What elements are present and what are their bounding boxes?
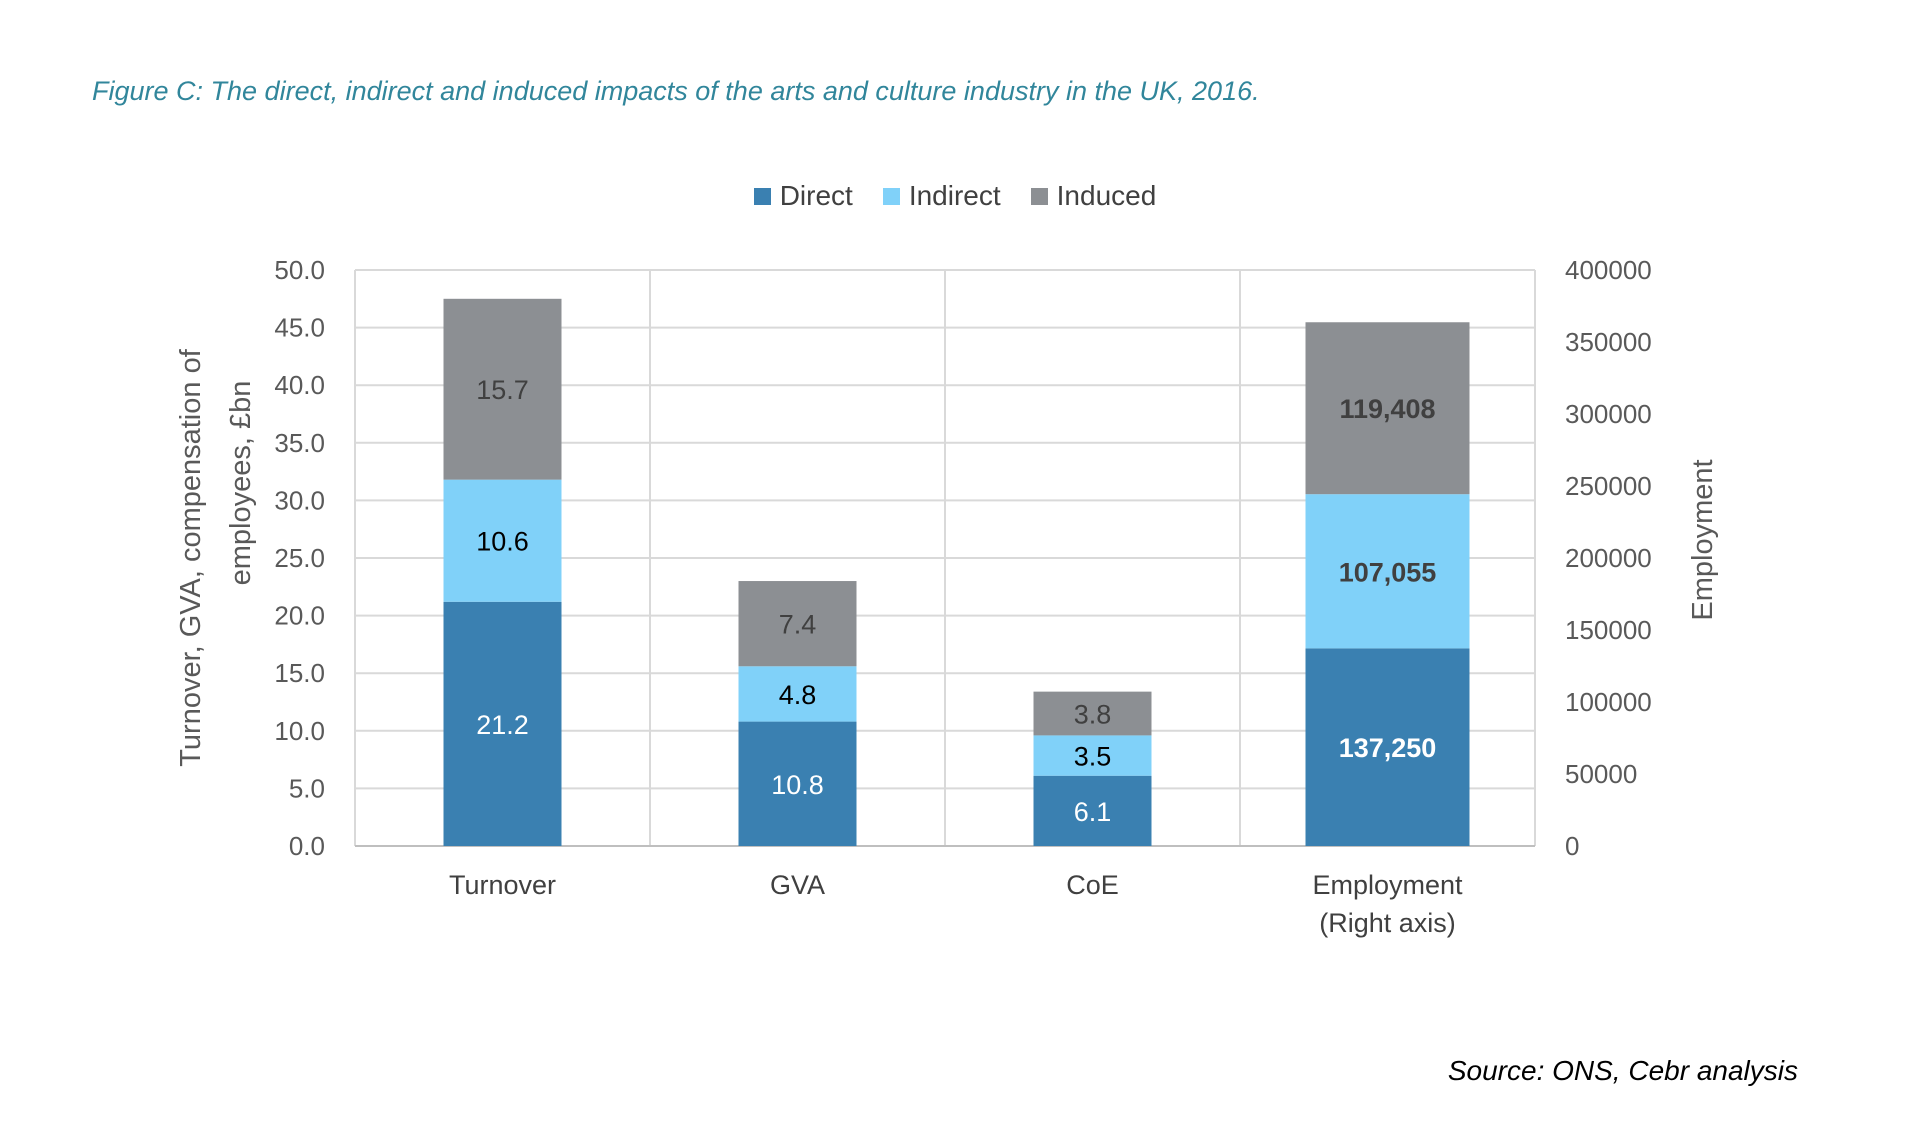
- bar-segment-indirect: [738, 666, 857, 722]
- y-axis-title-line-2: employees, £bn: [225, 381, 257, 586]
- bar-segment-direct: [1305, 648, 1470, 846]
- y2-tick-label: 350000: [1565, 327, 1652, 357]
- y-tick-label: 45.0: [274, 313, 325, 343]
- data-label: 10.6: [476, 527, 529, 557]
- bar-segment-induced: [1305, 322, 1470, 495]
- x-tick-label: Employment: [1312, 870, 1463, 900]
- y2-tick-label: 150000: [1565, 615, 1652, 645]
- bar-segment-direct: [738, 721, 857, 846]
- y-tick-label: 50.0: [274, 255, 325, 285]
- legend-label-direct: Direct: [779, 180, 853, 211]
- y-tick-label: 20.0: [274, 601, 325, 631]
- data-label: 3.5: [1074, 742, 1112, 772]
- data-label: 119,408: [1339, 394, 1435, 424]
- legend-item-induced: Induced: [1030, 180, 1157, 212]
- y-tick-label: 5.0: [289, 773, 325, 803]
- bar-segment-induced: [1033, 691, 1152, 736]
- data-label: 10.8: [771, 770, 824, 800]
- bar-segment-indirect: [1305, 494, 1470, 649]
- legend-item-direct: Direct: [753, 180, 853, 212]
- bar-segment-induced: [738, 581, 857, 667]
- legend-label-induced: Induced: [1056, 180, 1157, 211]
- bar-segment-indirect: [443, 479, 562, 602]
- y2-tick-label: 300000: [1565, 399, 1652, 429]
- x-tick-label: GVA: [770, 870, 825, 900]
- bar-segment-direct: [1033, 775, 1152, 846]
- data-label: 6.1: [1074, 797, 1112, 827]
- data-label: 4.8: [779, 680, 817, 710]
- y-tick-label: 35.0: [274, 428, 325, 458]
- x-tick-label: CoE: [1066, 870, 1119, 900]
- legend-label-indirect: Indirect: [908, 180, 1001, 211]
- x-tick-label: Turnover: [449, 870, 556, 900]
- y2-tick-label: 400000: [1565, 255, 1652, 285]
- legend-swatch-direct: [753, 187, 771, 205]
- y2-axis-title: Employment: [1687, 459, 1719, 620]
- y-axis-title: Turnover, GVA, compensation of: [175, 348, 207, 766]
- chart-legend: Direct Indirect Induced: [0, 180, 1910, 212]
- legend-swatch-indirect: [882, 187, 900, 205]
- data-label: 107,055: [1339, 557, 1437, 587]
- data-label: 15.7: [476, 375, 529, 405]
- data-label: 21.2: [476, 710, 529, 740]
- y2-tick-label: 0: [1565, 831, 1579, 861]
- bar-segment-indirect: [1033, 735, 1152, 776]
- y-tick-label: 30.0: [274, 485, 325, 515]
- y-tick-label: 25.0: [274, 543, 325, 573]
- y2-tick-label: 50000: [1565, 759, 1637, 789]
- y-tick-label: 0.0: [289, 831, 325, 861]
- figure-title: Figure C: The direct, indirect and induc…: [92, 76, 1260, 106]
- y2-tick-label: 250000: [1565, 471, 1652, 501]
- data-label: 3.8: [1074, 700, 1112, 730]
- y-tick-label: 10.0: [274, 716, 325, 746]
- legend-swatch-induced: [1030, 187, 1048, 205]
- y-tick-label: 15.0: [274, 658, 325, 688]
- y-tick-label: 40.0: [274, 370, 325, 400]
- x-tick-label: (Right axis): [1319, 908, 1456, 938]
- data-label: 7.4: [779, 610, 817, 640]
- bar-segment-induced: [443, 298, 562, 480]
- y2-tick-label: 100000: [1565, 687, 1652, 717]
- legend-item-indirect: Indirect: [882, 180, 1001, 212]
- y2-tick-label: 200000: [1565, 543, 1652, 573]
- data-label: 137,250: [1339, 733, 1437, 763]
- bar-segment-direct: [443, 601, 562, 846]
- source-note: Source: ONS, Cebr analysis: [1447, 1055, 1798, 1086]
